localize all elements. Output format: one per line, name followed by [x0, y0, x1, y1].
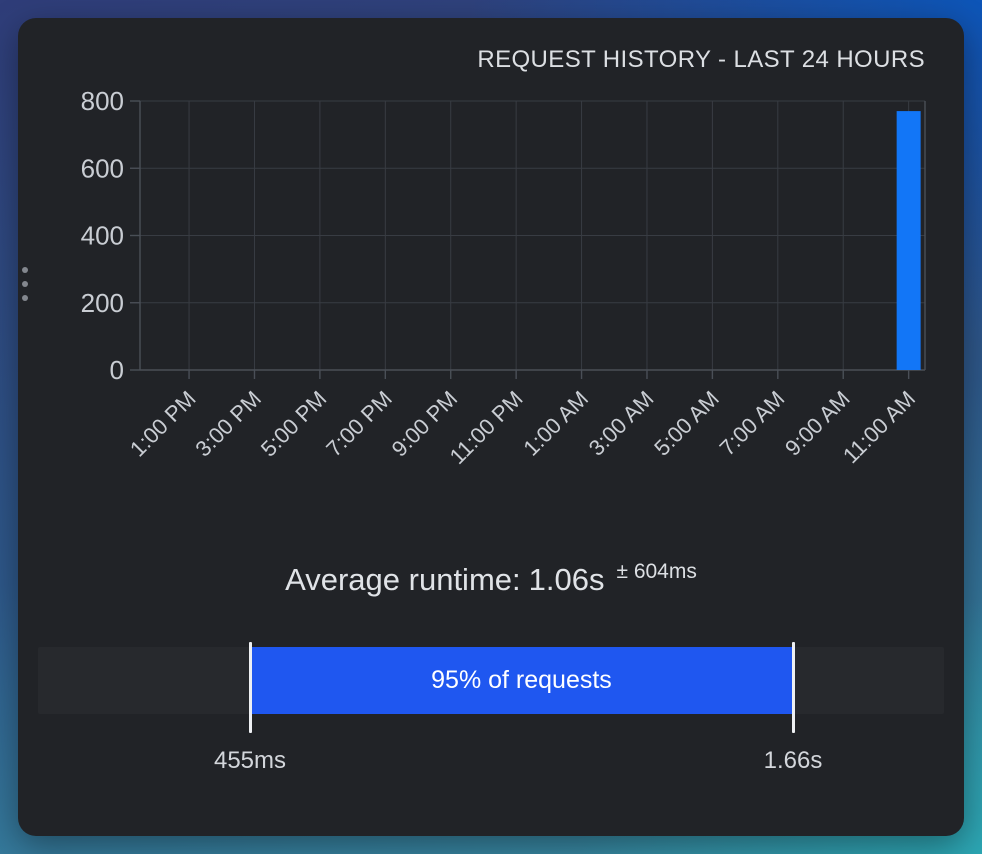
chart-title: REQUEST HISTORY - LAST 24 HOURS — [477, 46, 925, 73]
average-runtime-value: 1.06s — [528, 562, 605, 597]
average-runtime-deviation: ± 604ms — [616, 560, 697, 583]
svg-text:11:00 AM: 11:00 AM — [838, 386, 920, 468]
drag-handle-dot — [22, 295, 28, 301]
latency-range-meter: 95% of requests 455ms 1.66s — [38, 642, 944, 807]
svg-text:200: 200 — [81, 288, 124, 318]
svg-text:0: 0 — [110, 355, 124, 385]
svg-text:1:00 AM: 1:00 AM — [518, 386, 593, 461]
svg-text:800: 800 — [81, 86, 124, 116]
range-min-value: 455ms — [213, 747, 287, 774]
range-fill-label: 95% of requests — [431, 666, 612, 694]
drag-handle-dot — [22, 267, 28, 273]
svg-text:400: 400 — [81, 221, 124, 251]
svg-text:5:00 AM: 5:00 AM — [649, 386, 724, 461]
svg-text:7:00 AM: 7:00 AM — [715, 386, 790, 461]
range-min-marker — [249, 642, 252, 733]
svg-text:5:00 PM: 5:00 PM — [256, 386, 332, 462]
svg-text:3:00 PM: 3:00 PM — [190, 386, 266, 462]
svg-text:7:00 PM: 7:00 PM — [321, 386, 397, 462]
request-history-chart: 0 200 400 600 800 1:00 PM3:00 PM5:00 PM7:00 P… — [81, 86, 926, 469]
svg-text:1:00 PM: 1:00 PM — [125, 386, 201, 462]
drag-handle-dot — [22, 281, 28, 287]
average-runtime-label: Average runtime: — [285, 562, 521, 597]
svg-text:600: 600 — [81, 153, 124, 183]
range-fill: 95% of requests — [250, 647, 793, 714]
range-max-value: 1.66s — [763, 747, 823, 774]
svg-text:3:00 AM: 3:00 AM — [584, 386, 659, 461]
request-history-panel: REQUEST HISTORY - LAST 24 HOURS 0 200 400 6… — [18, 18, 964, 836]
drag-handle-icon[interactable] — [19, 267, 31, 301]
range-max-marker — [791, 642, 795, 733]
average-runtime-text: Average runtime: 1.06s ± 604ms — [18, 560, 964, 598]
